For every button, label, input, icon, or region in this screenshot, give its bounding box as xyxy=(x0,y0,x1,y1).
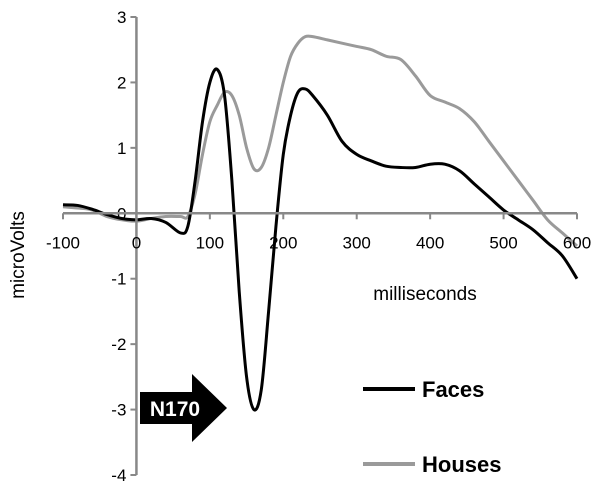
legend: Faces Houses xyxy=(363,377,501,477)
series-layer xyxy=(62,34,579,412)
y-axis-ticks: 3210-1-2-3-4 xyxy=(111,8,137,485)
y-tick-label: 3 xyxy=(117,8,126,27)
x-tick-label: 400 xyxy=(416,233,444,252)
x-tick-label: 500 xyxy=(489,233,517,252)
x-axis-label: milliseconds xyxy=(373,284,476,305)
y-tick-label: 2 xyxy=(117,73,126,92)
x-axis-ticks: -100 0 100 200 300 400 500 600 xyxy=(46,213,591,252)
series-line-faces xyxy=(62,67,579,412)
n170-annotation: N170 xyxy=(140,374,227,442)
legend-label-faces: Faces xyxy=(422,377,484,402)
y-tick-label: -2 xyxy=(111,335,126,354)
y-tick-label: -3 xyxy=(111,401,126,420)
x-tick-label: 600 xyxy=(563,233,591,252)
legend-label-houses: Houses xyxy=(422,452,501,477)
n170-arrow-shape xyxy=(140,374,227,442)
x-tick-label: -100 xyxy=(46,233,80,252)
x-tick-label: 300 xyxy=(343,233,371,252)
series-line-houses xyxy=(62,34,578,248)
y-tick-label: -4 xyxy=(111,466,126,485)
n170-arrow-label: N170 xyxy=(150,398,200,421)
x-tick-label: 200 xyxy=(269,233,297,252)
x-tick-label: 100 xyxy=(196,233,224,252)
x-tick-label: 0 xyxy=(132,233,141,252)
y-tick-label: -1 xyxy=(111,270,126,289)
y-tick-label: 1 xyxy=(117,139,126,158)
y-axis-label: microVolts xyxy=(8,211,29,299)
